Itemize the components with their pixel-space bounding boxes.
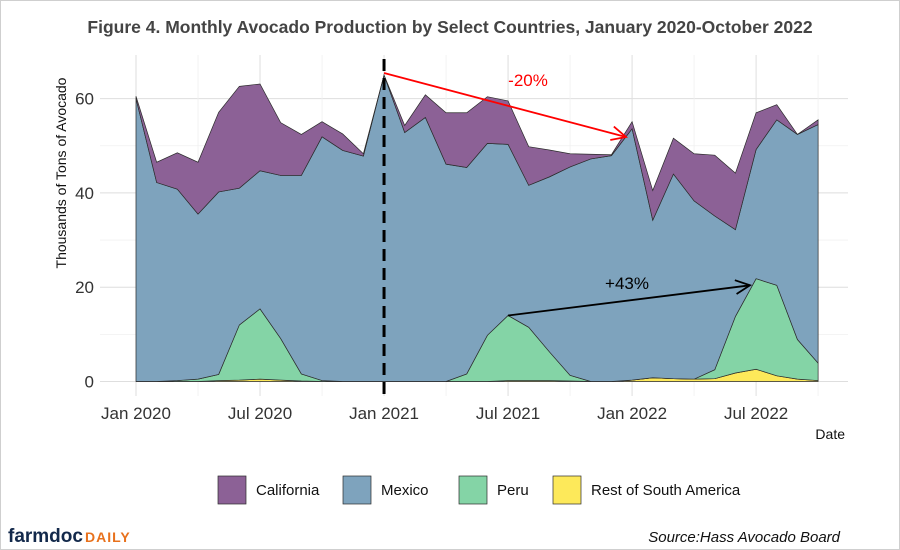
legend: California Mexico Peru Rest of South Americ…	[217, 475, 741, 505]
brand-main: farmdoc	[8, 526, 83, 547]
annotation-layer: -20% +43%	[382, 59, 753, 396]
chart-title: Figure 4. Monthly Avocado Production by …	[87, 17, 812, 37]
decline-arrow-head	[610, 125, 629, 141]
x-tick-label: Jan 2020	[101, 404, 171, 423]
increase-arrow	[507, 284, 751, 317]
legend-label: Mexico	[381, 482, 429, 499]
x-tick-label: Jan 2022	[597, 404, 667, 423]
stacked-areas	[135, 73, 819, 382]
x-tick-label: Jul 2020	[228, 404, 292, 423]
x-axis-label: Date	[815, 426, 845, 442]
y-tick-label: 20	[75, 278, 94, 297]
brand-sub: DAILY	[85, 529, 131, 545]
annotation-decline: -20%	[508, 71, 548, 90]
farmdoc-logo: farmdoc DAILY	[8, 526, 131, 547]
legend-swatch	[458, 475, 488, 505]
y-tick-label: 60	[75, 90, 94, 109]
legend-label: Rest of South America	[591, 482, 741, 499]
y-axis-ticks: 0 20 40 60	[75, 90, 94, 392]
x-tick-label: Jul 2021	[476, 404, 540, 423]
y-tick-label: 40	[75, 184, 94, 203]
annotation-increase: +43%	[605, 274, 649, 293]
x-axis-ticks: Jan 2020 Jul 2020 Jan 2021 Jul 2021 Jan 2022…	[101, 404, 788, 423]
y-tick-label: 0	[85, 373, 94, 392]
legend-swatch	[552, 475, 582, 505]
increase-arrow-head	[734, 279, 753, 295]
legend-swatch	[342, 475, 372, 505]
x-tick-label: Jan 2021	[349, 404, 419, 423]
area-california	[135, 73, 819, 231]
source-note: Source:Hass Avocado Board	[648, 529, 840, 546]
y-axis-label: Thousands of Tons of Avocado	[53, 77, 69, 268]
legend-label: Peru	[497, 482, 529, 499]
legend-label: California	[256, 482, 320, 499]
legend-swatch	[217, 475, 247, 505]
x-tick-label: Jul 2022	[724, 404, 788, 423]
decline-arrow	[383, 72, 627, 138]
